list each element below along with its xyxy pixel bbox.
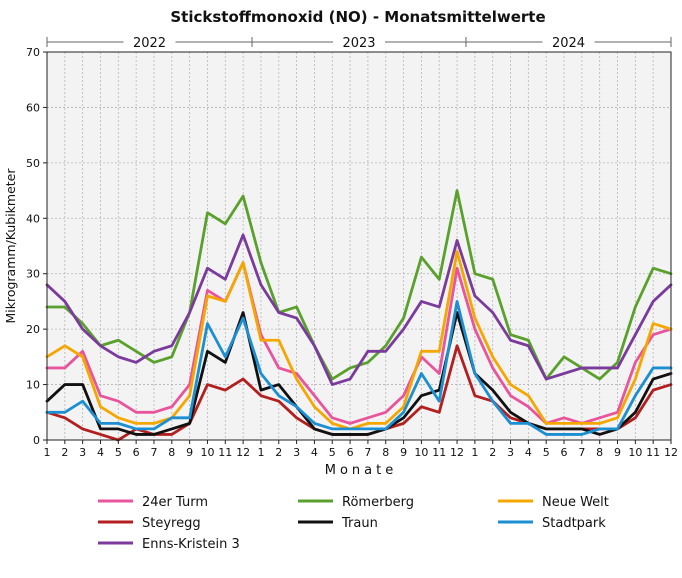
legend: 24er Turm Römerberg Neue Welt Steyregg Traun… xyxy=(98,495,609,552)
y-tick-label: 0 xyxy=(33,434,40,447)
series-line-24er-turm xyxy=(45,261,673,425)
x-tick-label: 7 xyxy=(150,446,157,459)
x-tick-label: 10 xyxy=(628,446,642,459)
y-tick-label: 60 xyxy=(26,101,40,114)
x-tick-label: 4 xyxy=(311,446,318,459)
year-label-bg xyxy=(542,33,595,51)
x-tick-label: 12 xyxy=(664,446,678,459)
legend-label: 24er Turm xyxy=(142,495,208,510)
x-tick-label: 1 xyxy=(44,446,51,459)
x-tick-label: 8 xyxy=(168,446,175,459)
year-label: 2022 xyxy=(133,36,166,51)
plot-frame xyxy=(46,51,672,441)
x-tick-label: 10 xyxy=(414,446,428,459)
x-tick-label: 6 xyxy=(133,446,140,459)
year-band: 2022 2023 2024 xyxy=(46,33,672,51)
x-tick-label: 2 xyxy=(61,446,68,459)
x-tick-label: 3 xyxy=(507,446,514,459)
y-tick-label: 10 xyxy=(26,379,40,392)
legend-label: Traun xyxy=(341,516,378,531)
y-tick-label: 30 xyxy=(26,268,40,281)
legend-label: Enns-Kristein 3 xyxy=(142,537,240,552)
x-axis-ticks: 1 2 3 4 5 6 7 8 9 10 11 12 1 2 3 4 5 6 7 8 9 10 11 12 1 2 3 4 5 6 7 8 9 1… xyxy=(44,440,678,459)
year-label: 2023 xyxy=(342,36,375,51)
legend-label: Neue Welt xyxy=(542,495,609,510)
x-tick-label: 11 xyxy=(432,446,446,459)
legend-label: Stadtpark xyxy=(542,516,606,531)
x-axis-label: Monate xyxy=(325,463,397,478)
year-label: 2024 xyxy=(552,36,585,51)
x-tick-label: 9 xyxy=(614,446,621,459)
x-tick-label: 12 xyxy=(236,446,250,459)
x-tick-label: 10 xyxy=(200,446,214,459)
x-tick-label: 2 xyxy=(275,446,282,459)
x-tick-label: 4 xyxy=(525,446,532,459)
series-line-stadtpark xyxy=(45,300,673,436)
x-tick-label: 12 xyxy=(450,446,464,459)
x-tick-label: 4 xyxy=(97,446,104,459)
x-tick-label: 6 xyxy=(561,446,568,459)
series-line-traun xyxy=(45,311,673,436)
x-tick-label: 5 xyxy=(543,446,550,459)
y-tick-label: 40 xyxy=(26,212,40,225)
x-tick-label: 7 xyxy=(364,446,371,459)
plot-area xyxy=(47,52,671,440)
y-tick-label: 20 xyxy=(26,323,40,336)
x-tick-label: 7 xyxy=(578,446,585,459)
x-tick-label: 8 xyxy=(596,446,603,459)
x-tick-label: 5 xyxy=(115,446,122,459)
y-axis-ticks: 0 10 20 30 40 50 60 70 xyxy=(26,46,47,447)
x-tick-label: 11 xyxy=(218,446,232,459)
x-tick-label: 11 xyxy=(646,446,660,459)
x-tick-label: 9 xyxy=(400,446,407,459)
x-tick-label: 3 xyxy=(293,446,300,459)
series-line-neue-welt xyxy=(45,250,673,431)
y-axis-label: Mikrogramm/Kubikmeter xyxy=(3,168,18,324)
chart-title: Stickstoffmonoxid (NO) - Monatsmittelwer… xyxy=(170,8,545,26)
x-tick-label: 1 xyxy=(471,446,478,459)
x-tick-label: 6 xyxy=(347,446,354,459)
series-line-enns-kristein-3 xyxy=(45,233,673,386)
legend-label: Römerberg xyxy=(342,495,414,510)
year-label-bg xyxy=(123,33,176,51)
x-tick-label: 2 xyxy=(489,446,496,459)
x-tick-label: 3 xyxy=(79,446,86,459)
y-tick-label: 70 xyxy=(26,46,40,59)
x-tick-label: 8 xyxy=(382,446,389,459)
y-tick-label: 50 xyxy=(26,157,40,170)
x-tick-label: 9 xyxy=(186,446,193,459)
x-tick-label: 5 xyxy=(329,446,336,459)
x-tick-label: 1 xyxy=(257,446,264,459)
year-label-bg xyxy=(333,33,385,51)
series-lines xyxy=(45,189,673,442)
legend-label: Steyregg xyxy=(142,516,201,531)
